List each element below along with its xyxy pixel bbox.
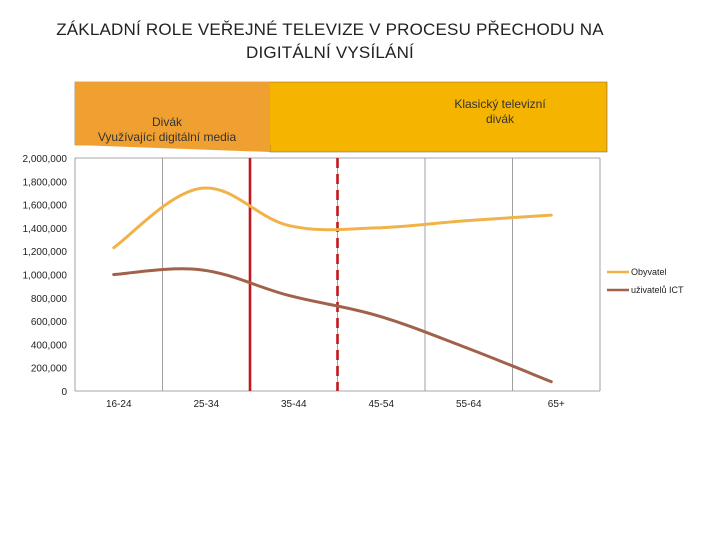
series-line-obyvatel [112, 186, 553, 250]
series-line-uzivatelu-ict [112, 267, 553, 384]
x-tick-label: 45-54 [368, 399, 394, 410]
plot-area: 0 200,000 400,000 600,000 800,000 1,000,000 1,… [23, 154, 685, 410]
title-line-1: ZÁKLADNÍ ROLE VEŘEJNÉ TELEVIZE V PROCESU… [56, 20, 604, 39]
banner-left-line-1: Divák [152, 115, 183, 129]
x-tick-label: 16-24 [106, 399, 132, 410]
y-tick-label: 1,600,000 [23, 201, 68, 212]
x-tick-label: 65+ [548, 399, 565, 410]
banner-right-line-1: Klasický televizní [454, 97, 546, 111]
x-tick-label: 25-34 [193, 399, 219, 410]
banner-left-line-2: Využívající digitální media [98, 130, 237, 144]
y-tick-label: 2,000,000 [23, 154, 68, 165]
banner: Divák Využívající digitální media Klasic… [74, 81, 608, 153]
y-tick-label: 1,000,000 [23, 271, 68, 282]
legend-label: Obyvatel [631, 267, 667, 277]
x-tick-label: 55-64 [456, 399, 482, 410]
y-tick-label: 200,000 [31, 364, 68, 375]
y-tick-label: 600,000 [31, 317, 68, 328]
y-tick-label: 400,000 [31, 340, 68, 351]
banner-digital-viewer [75, 82, 270, 152]
x-tick-label: 35-44 [281, 399, 307, 410]
legend-label: uživatelů ICT [631, 285, 684, 295]
banner-right-line-2: divák [486, 112, 515, 126]
y-tick-label: 1,200,000 [23, 247, 68, 258]
title-line-2: DIGITÁLNÍ VYSÍLÁNÍ [246, 43, 414, 62]
page-title: ZÁKLADNÍ ROLE VEŘEJNÉ TELEVIZE V PROCESU… [30, 18, 630, 64]
y-tick-label: 0 [61, 387, 67, 398]
y-tick-label: 1,800,000 [23, 177, 68, 188]
y-tick-label: 800,000 [31, 294, 68, 305]
y-tick-label: 1,400,000 [23, 224, 68, 235]
